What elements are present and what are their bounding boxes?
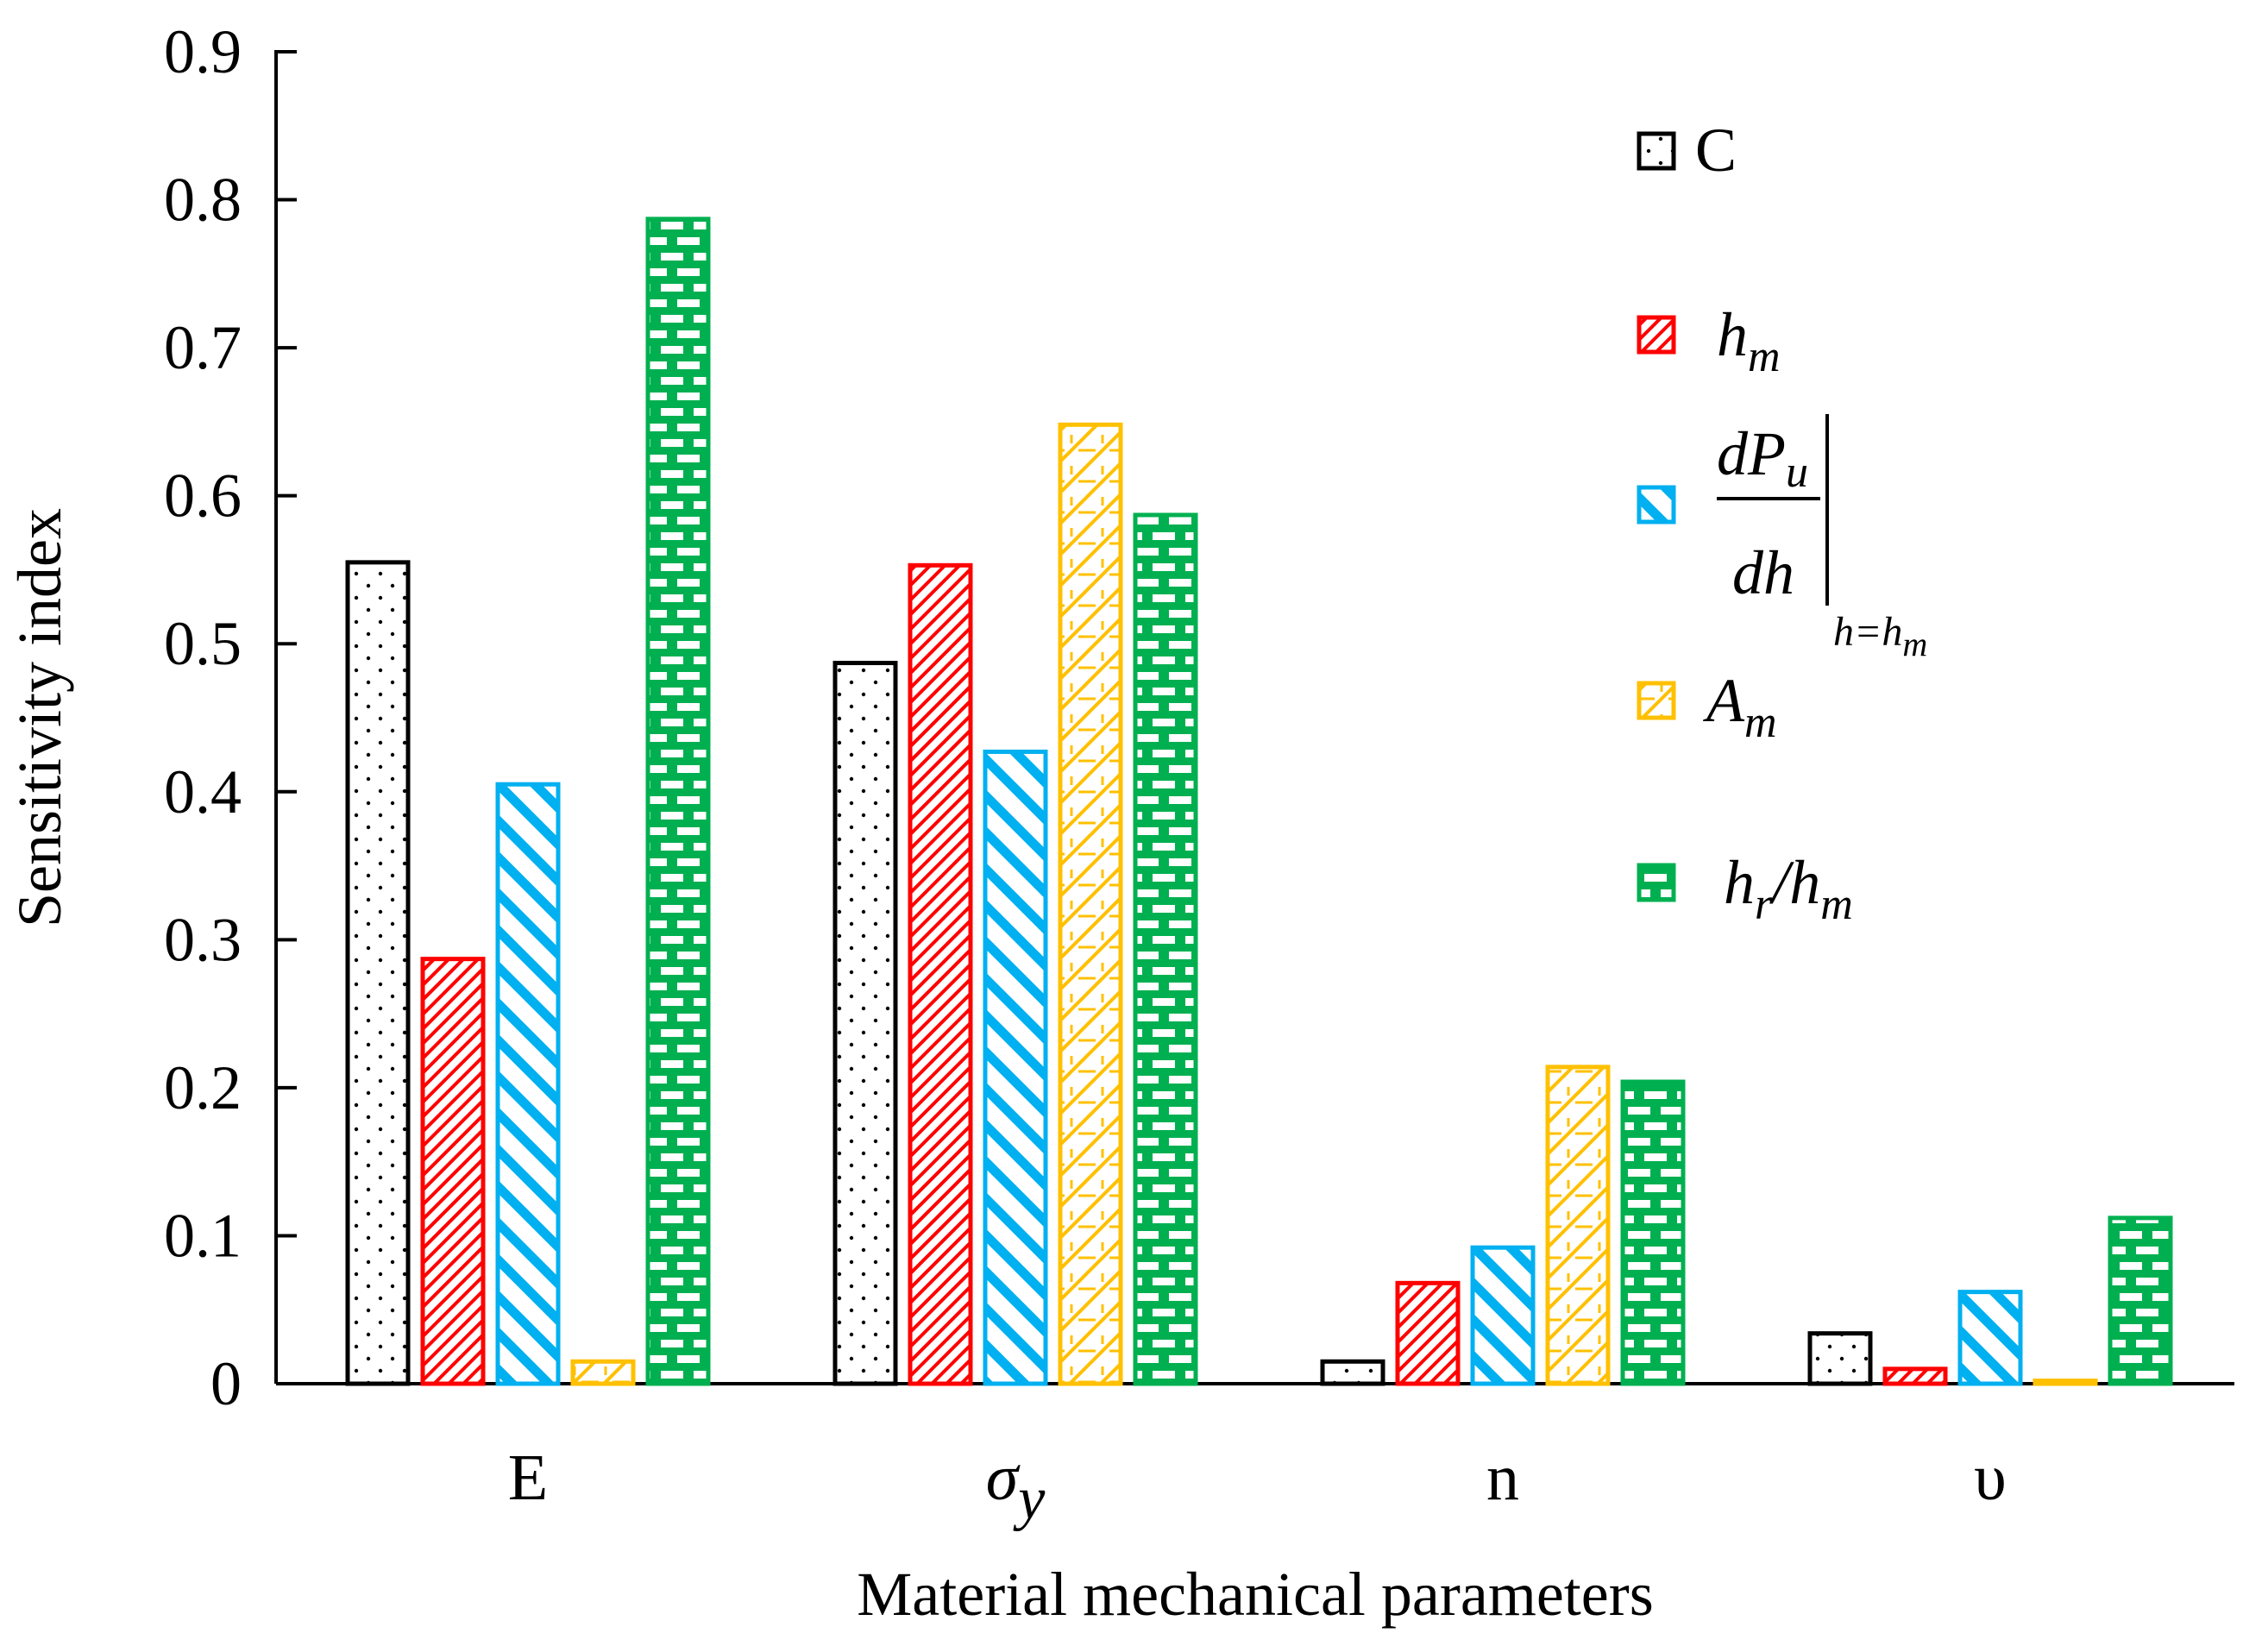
y-tick-label: 0.5 <box>164 609 242 678</box>
bar-E-series-0 <box>345 560 411 1386</box>
bar-n-series-0 <box>1320 1359 1385 1386</box>
bar-σ-series-4 <box>1133 512 1198 1386</box>
bar-υ-series-0 <box>1807 1331 1873 1386</box>
bar-n-series-2 <box>1470 1245 1536 1386</box>
legend-label-1-sub: m <box>1748 332 1781 381</box>
legend-swatch-4 <box>1637 863 1676 902</box>
legend-label-2-denominator: dh <box>1732 538 1794 607</box>
axes-group <box>274 50 2234 1385</box>
y-tick-label: 0 <box>210 1349 242 1418</box>
labels-group: 0 0.1 0.2 0.3 0.4 0.5 0.6 0.7 0.8 0.9 E σy n υ Materia… <box>5 17 2007 1629</box>
bar-υ-series-1 <box>1882 1366 1948 1386</box>
y-tick-label: 0.2 <box>164 1053 242 1122</box>
y-tick-label: 0.7 <box>164 313 242 382</box>
legend-formula-cond-right: h <box>1882 609 1902 655</box>
legend-swatch-1 <box>1637 315 1676 355</box>
y-tick-label: 0.9 <box>164 17 242 86</box>
legend-swatch-2 <box>1637 485 1676 524</box>
legend-formula-num-sub: u <box>1786 448 1808 497</box>
bar-σ-series-0 <box>832 661 898 1386</box>
x-tick-label-text: n <box>1486 1442 1519 1514</box>
legend-label-0: C <box>1695 116 1737 185</box>
legend-formula-cond-right-sub: m <box>1902 625 1927 663</box>
bar-σ-series-3 <box>1058 422 1123 1386</box>
bar-n-series-3 <box>1545 1065 1611 1386</box>
y-axis-title: Sensitivity index <box>5 508 74 927</box>
bar-n-series-4 <box>1620 1079 1686 1386</box>
legend-label-4-base2: /h <box>1769 848 1820 917</box>
legend-label-3-base: A <box>1703 666 1745 735</box>
y-tick-label: 0.6 <box>164 462 242 531</box>
legend-label-4: hr/hm <box>1724 848 1853 929</box>
bar-σ-series-1 <box>908 562 973 1386</box>
bar-E-series-2 <box>495 782 561 1386</box>
bar-υ-series-2 <box>1957 1290 2023 1386</box>
legend-label-3: Am <box>1703 666 1777 747</box>
legend-label-4-base: h <box>1724 848 1755 917</box>
bar-n-series-1 <box>1395 1280 1461 1386</box>
x-axis-title: Material mechanical parameters <box>857 1560 1653 1629</box>
legend-label-4-sub: r <box>1755 880 1773 929</box>
y-tick-label: 0.8 <box>164 166 242 235</box>
x-tick-label-text: σ <box>986 1442 1021 1514</box>
y-tick-label: 0.1 <box>164 1201 242 1270</box>
legend-label-3-sub: m <box>1744 698 1777 747</box>
bar-E-series-3 <box>570 1359 636 1386</box>
legend-label-1: hm <box>1717 300 1781 381</box>
x-tick-label: E <box>508 1442 548 1514</box>
bar-E-series-1 <box>420 957 486 1386</box>
legend-swatch-0 <box>1637 131 1676 171</box>
bars-group <box>345 217 2173 1386</box>
legend-label-4-sub2: m <box>1820 880 1853 929</box>
x-tick-label-subscript: y <box>1013 1466 1046 1532</box>
x-tick-label-text: E <box>508 1442 548 1514</box>
legend-label-2-numerator: dPu <box>1717 419 1808 497</box>
legend-label-1-base: h <box>1717 300 1748 369</box>
bar-υ-series-4 <box>2108 1215 2173 1386</box>
y-tick-label: 0.3 <box>164 905 242 974</box>
x-tick-label-text: υ <box>1974 1442 2007 1514</box>
bar-σ-series-2 <box>983 749 1048 1386</box>
y-tick-label: 0.4 <box>164 757 242 826</box>
x-tick-label: σy <box>986 1442 1046 1532</box>
legend-swatch-3 <box>1637 681 1676 720</box>
legend-label-2-condition: h=hm <box>1833 609 1927 663</box>
bar-E-series-4 <box>645 217 711 1386</box>
x-tick-label: υ <box>1974 1442 2007 1514</box>
legend-formula-cond-left: h <box>1833 609 1854 655</box>
bar-υ-series-3 <box>2033 1379 2098 1386</box>
legend-formula-num: dP <box>1717 419 1786 488</box>
x-tick-label: n <box>1486 1442 1519 1514</box>
legend-formula-cond-eq: = <box>1854 609 1882 655</box>
